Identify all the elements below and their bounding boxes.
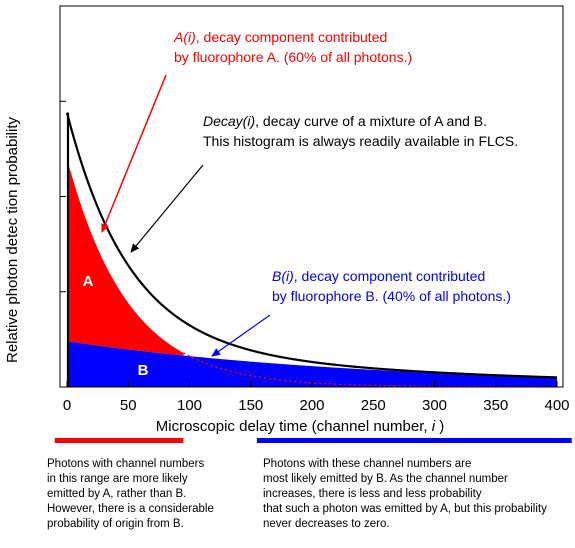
x-axis-title: Microscopic delay time (channel number, …	[156, 418, 444, 435]
x-tick-label: 0	[63, 397, 71, 414]
annotation-decay-line2: This histogram is always readily availab…	[203, 133, 518, 149]
annotation-a-line1: A(i), decay component contributed	[173, 29, 387, 45]
x-tick-label: 150	[238, 397, 263, 414]
annotation-b-line1: B(i), decay component contributed	[272, 268, 485, 284]
area-label-a: A	[83, 273, 94, 290]
arrow-decay	[130, 164, 204, 253]
y-axis-title: Relative photon detec tion probability	[4, 117, 21, 363]
annotation-b-line2: by fluorophore B. (40% of all photons.)	[272, 288, 511, 304]
range-bar-a	[54, 438, 184, 443]
x-tick-label: 100	[177, 397, 202, 414]
x-tick-label: 350	[483, 397, 508, 414]
arrow-a	[101, 74, 167, 233]
annotation-a-line2: by fluorophore A. (60% of all photons.)	[174, 49, 412, 65]
x-tick-label: 400	[544, 397, 569, 414]
x-tick-label: 250	[361, 397, 386, 414]
series-decay-line	[65, 112, 558, 379]
note-right: Photons with these channel numbers are m…	[263, 458, 547, 530]
range-bar-b	[256, 438, 572, 443]
x-tick-label: 300	[422, 397, 447, 414]
series-a-area	[67, 158, 184, 356]
arrow-b	[211, 314, 271, 357]
note-left: Photons with channel numbers in this ran…	[47, 458, 214, 530]
x-tick-label: 200	[299, 397, 324, 414]
x-tick-label: 50	[120, 397, 137, 414]
series-b-area	[67, 341, 557, 387]
annotation-decay-line1: Decay(i), decay curve of a mixture of A …	[203, 113, 487, 129]
area-label-b: B	[138, 362, 149, 379]
